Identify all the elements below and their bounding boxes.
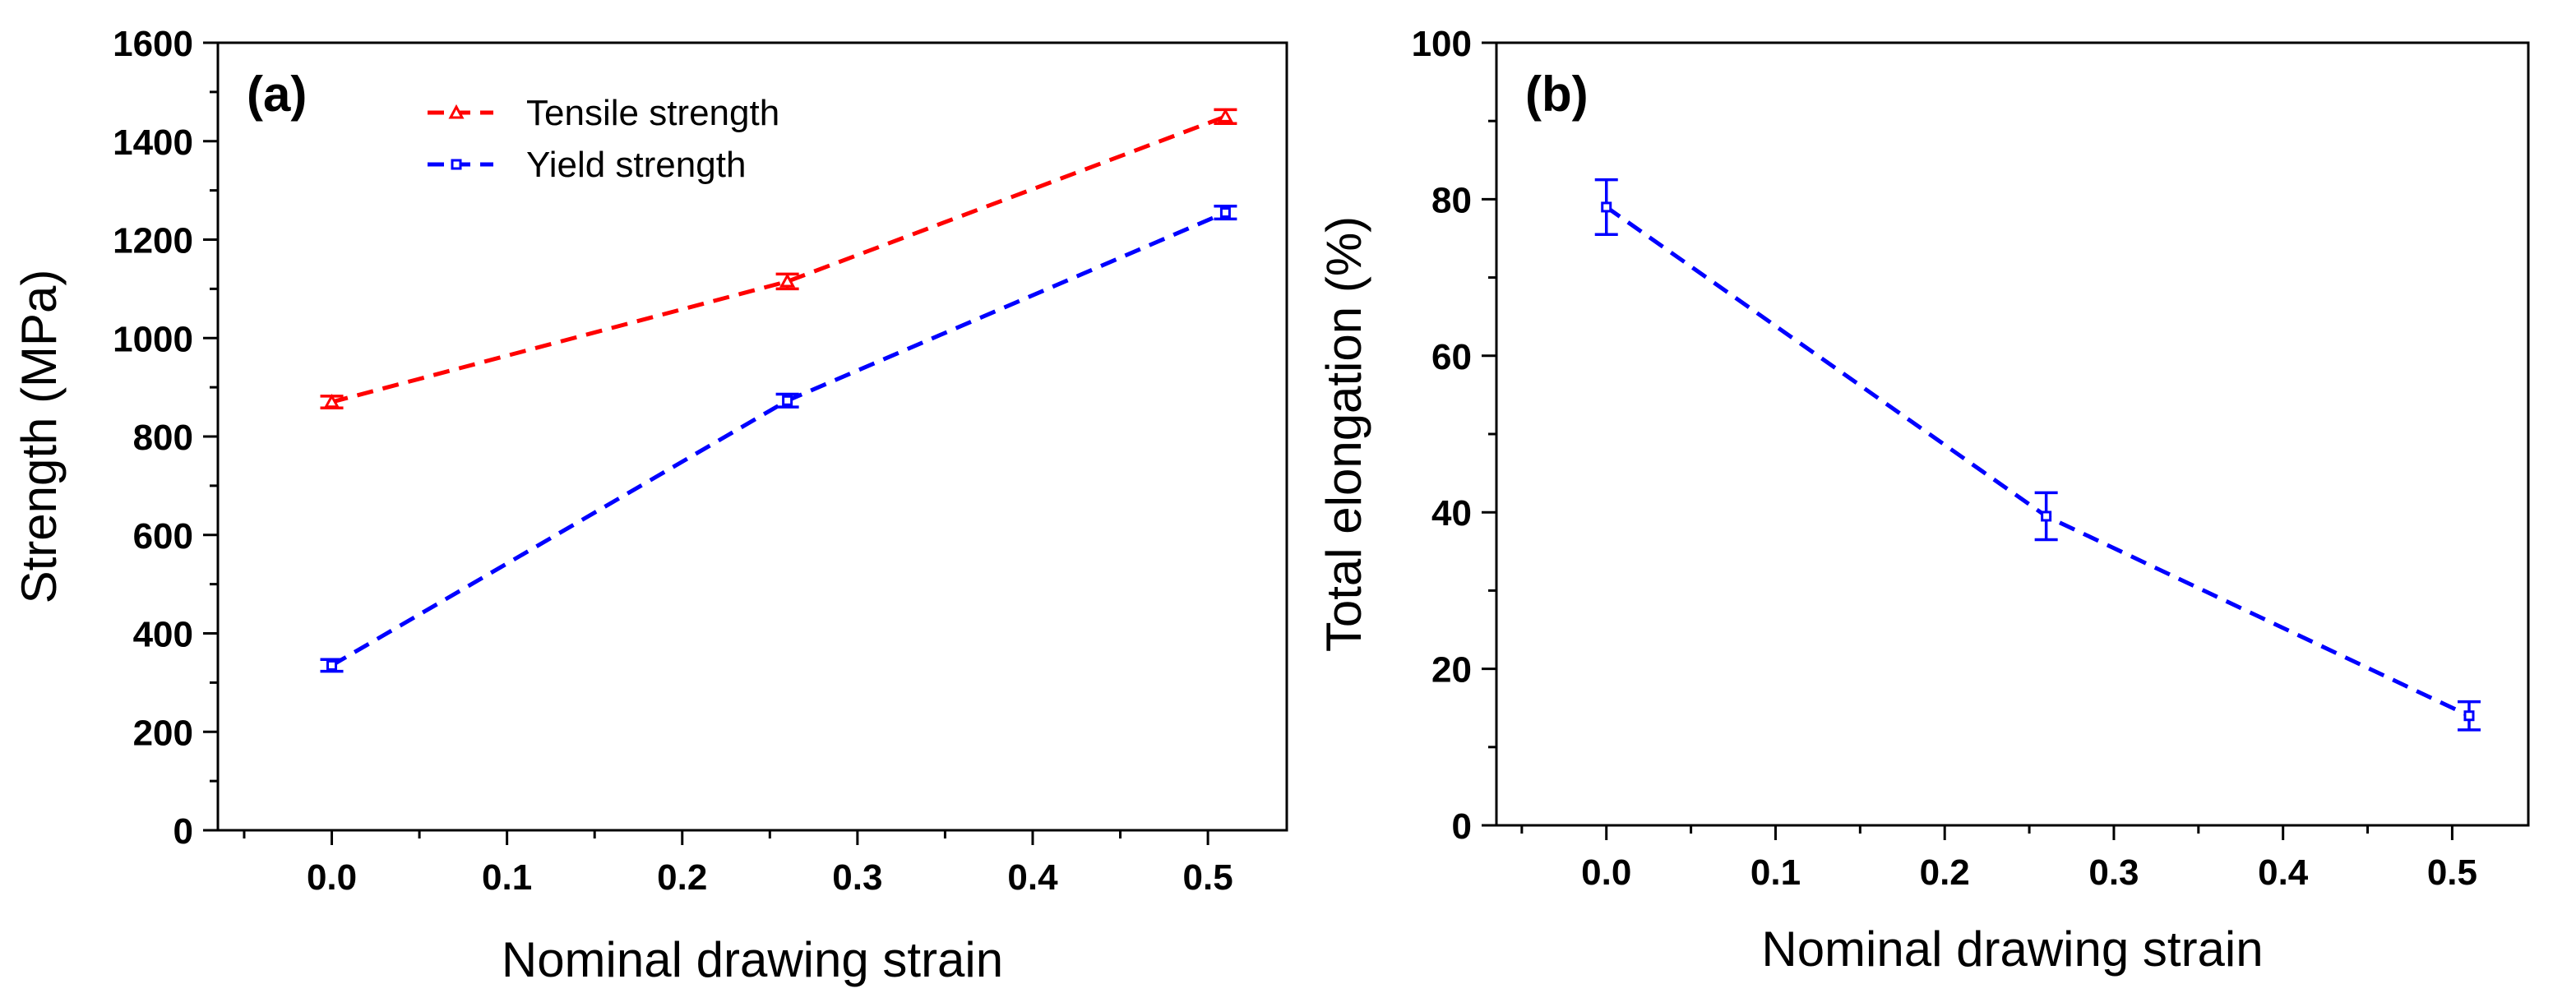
x-axis-title: Nominal drawing strain — [1761, 922, 2263, 977]
data-point — [326, 659, 338, 671]
legend-label: Tensile strength — [526, 93, 779, 133]
data-point — [1217, 108, 1233, 122]
y-tick-label: 1400 — [113, 122, 193, 163]
x-tick-label: 0.5 — [1183, 857, 1233, 898]
data-point — [1601, 201, 1612, 213]
y-tick-label: 400 — [133, 615, 193, 655]
panel-a: 0.0 0.1 0.2 0.3 0.4 0.5 0 200 400 600 800 1000 1200 1… — [12, 24, 1288, 987]
x-tick-label: 0.0 — [307, 857, 357, 898]
data-point — [323, 393, 340, 409]
x-axis-title: Nominal drawing strain — [502, 932, 1003, 987]
x-tick-label: 0.3 — [2088, 852, 2139, 893]
y-tick-label: 80 — [1431, 180, 1472, 220]
y-tick-label: 0 — [1452, 806, 1472, 847]
y-tick-label: 60 — [1431, 337, 1472, 377]
panel-label: (b) — [1525, 67, 1589, 122]
y-tick-label: 800 — [133, 418, 193, 458]
x-tick-label: 0.5 — [2427, 852, 2477, 893]
y-tick-label: 40 — [1431, 493, 1472, 534]
y-tick-label: 1600 — [113, 24, 193, 64]
panel-b: 0.0 0.1 0.2 0.3 0.4 0.5 0 20 40 60 80 100 Nominal dr… — [1316, 24, 2530, 977]
legend-marker — [451, 159, 462, 170]
y-axis-title: Strength (MPa) — [12, 270, 67, 604]
panel-label: (a) — [247, 67, 307, 122]
data-point — [779, 273, 796, 288]
plot-frame — [1495, 41, 2530, 827]
y-tick-label: 1200 — [113, 221, 193, 261]
data-point — [1219, 207, 1231, 219]
x-tick-label: 0.1 — [1750, 852, 1801, 893]
y-tick-label: 1000 — [113, 319, 193, 359]
y-tick-label: 600 — [133, 516, 193, 557]
data-point — [2463, 710, 2475, 722]
plot-frame — [216, 41, 1288, 832]
x-tick-label: 0.0 — [1581, 852, 1631, 893]
x-tick-label: 0.2 — [1920, 852, 1970, 893]
x-tick-label: 0.4 — [1007, 857, 1058, 898]
legend-marker — [448, 104, 465, 119]
x-tick-label: 0.1 — [482, 857, 532, 898]
y-tick-label: 20 — [1431, 650, 1472, 691]
legend-label: Yield strength — [526, 145, 746, 185]
y-tick-label: 0 — [173, 811, 193, 852]
data-point — [782, 395, 793, 406]
series-line — [1605, 205, 2471, 718]
y-tick-label: 200 — [133, 713, 193, 753]
x-tick-label: 0.2 — [657, 857, 707, 898]
data-point — [2041, 510, 2052, 522]
y-axis-title: Total elongation (%) — [1316, 216, 1371, 652]
x-tick-label: 0.4 — [2258, 852, 2309, 893]
series-line — [331, 210, 1227, 667]
series-line — [331, 114, 1227, 404]
y-tick-label: 100 — [1412, 24, 1472, 64]
x-tick-label: 0.3 — [832, 857, 882, 898]
